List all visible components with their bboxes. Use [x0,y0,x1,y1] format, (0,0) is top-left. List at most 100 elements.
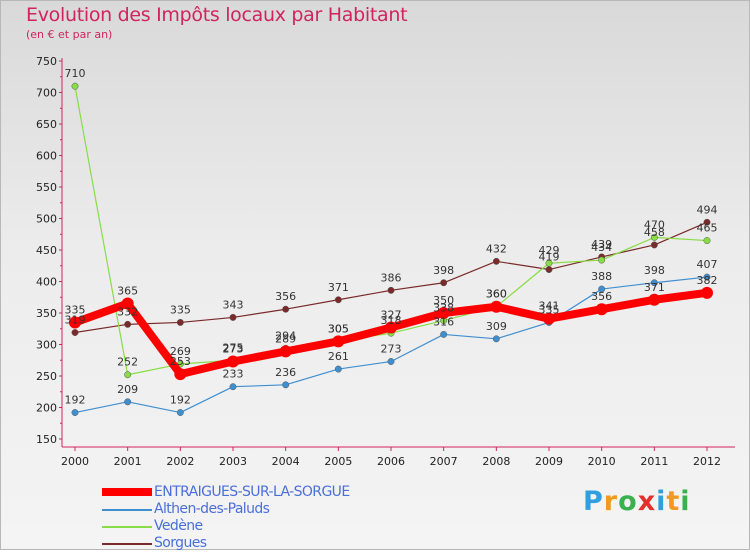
data-label: 710 [65,67,86,80]
data-label: 275 [223,341,244,354]
data-point [334,365,342,373]
data-label: 338 [433,302,454,315]
data-label: 335 [65,303,86,316]
data-point [334,296,342,304]
data-point [282,305,290,313]
x-tick-label: 2011 [640,455,668,468]
data-point [387,358,395,365]
data-label: 309 [486,320,507,333]
data-label: 398 [433,264,454,277]
legend-swatch-sorgues [102,543,152,545]
x-tick-label: 2005 [324,455,352,468]
y-tick-label: 600 [36,150,57,163]
x-tick-label: 2001 [114,455,142,468]
x-tick-label: 2000 [61,455,89,468]
data-label: 261 [328,350,349,363]
legend-swatch-vedene [102,526,152,528]
data-label: 269 [170,345,191,358]
data-point [71,82,79,90]
data-point [543,312,555,325]
logo-letter: P [583,486,604,517]
data-point [176,409,184,416]
data-label: 316 [433,315,454,328]
data-point [229,383,237,391]
y-tick-label: 200 [36,402,57,415]
y-tick-label: 750 [36,55,57,68]
x-tick-label: 2009 [535,455,563,468]
data-label: 356 [591,290,612,303]
data-label: 398 [644,264,665,277]
data-label: 371 [328,281,349,294]
data-label: 318 [381,314,402,327]
data-point [282,381,290,389]
logo-letter: o [618,486,638,517]
data-label: 470 [644,218,665,231]
data-label: 382 [697,274,718,287]
legend-label-althen: Althen-des-Paluds [154,501,270,517]
data-point [174,368,187,381]
y-tick-label: 150 [36,433,57,446]
data-label: 341 [539,300,560,313]
legend-swatch-entraigues [102,488,152,496]
y-tick-label: 500 [36,213,57,226]
x-tick-label: 2010 [588,455,616,468]
data-label: 386 [381,271,402,284]
data-label: 356 [275,290,296,303]
data-point [229,313,237,321]
y-tick-label: 700 [36,87,57,100]
data-point [176,319,184,326]
logo-letter: i [680,486,691,517]
data-label: 388 [591,270,612,283]
y-tick-label: 250 [36,370,57,383]
data-label: 350 [433,294,454,307]
data-point [124,320,132,328]
data-point [124,371,132,379]
data-label: 253 [170,355,191,368]
data-label: 434 [591,241,612,254]
data-point [385,321,397,334]
data-point [703,218,711,226]
data-label: 233 [223,368,244,381]
data-point [227,355,239,368]
data-point [492,257,500,265]
data-label: 319 [65,314,86,327]
x-tick-label: 2002 [166,455,194,468]
data-label: 305 [328,322,349,335]
data-point [121,297,134,310]
x-tick-label: 2008 [482,455,510,468]
data-label: 273 [381,343,402,356]
data-point [650,233,658,241]
data-label: 327 [381,308,402,321]
data-label: 419 [539,251,560,264]
data-point [332,335,345,348]
data-label: 332 [117,305,138,318]
data-point [440,279,448,287]
y-tick-label: 350 [36,307,57,320]
data-label: 192 [65,394,86,407]
data-point [545,259,553,267]
x-tick-label: 2006 [377,455,405,468]
chart-subtitle: (en € et par an) [26,28,113,41]
data-point [701,286,713,299]
data-label: 494 [697,203,718,216]
data-label: 407 [697,258,718,271]
x-tick-label: 2012 [693,455,721,468]
data-label: 252 [117,356,138,369]
x-tick-label: 2004 [272,455,300,468]
data-point [440,330,448,338]
data-label: 305 [328,322,349,335]
legend-label-vedene: Vedène [154,518,203,534]
data-label: 343 [223,298,244,311]
data-label: 360 [486,288,507,301]
data-label: 360 [486,288,507,301]
data-label: 365 [117,285,138,298]
data-point [545,266,553,273]
data-point [703,273,711,281]
data-label: 429 [539,244,560,257]
proxiti-logo: Proxiti [583,486,691,517]
logo-letter: x [637,486,657,517]
data-label: 273 [223,343,244,356]
data-point [437,307,450,319]
data-point [703,237,711,245]
